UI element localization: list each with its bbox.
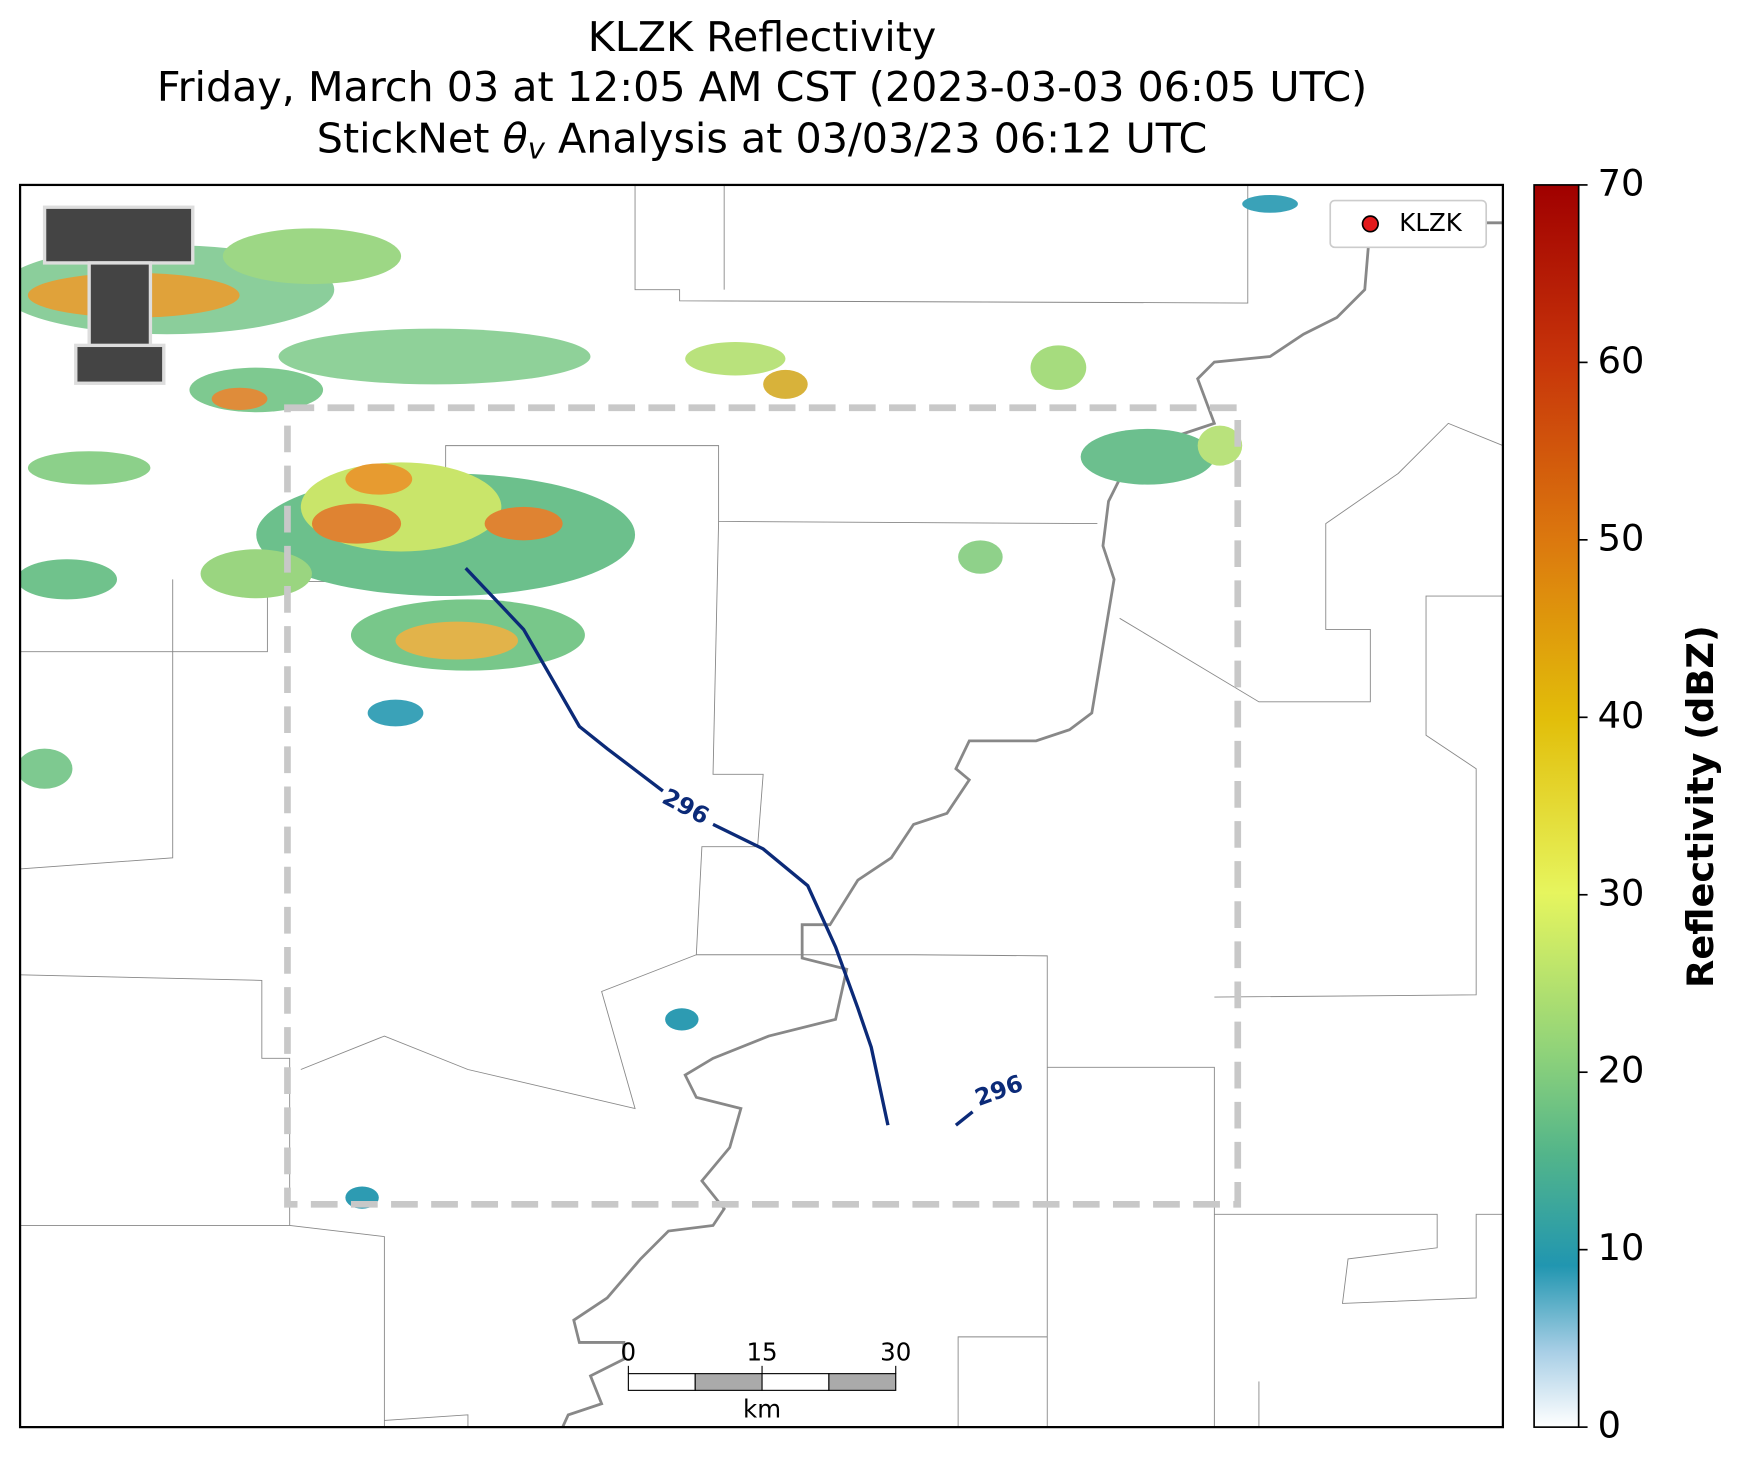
colorbar-label: Reflectivity (dBZ)	[1679, 625, 1722, 988]
scale-segment	[694, 1373, 763, 1391]
scale-unit: km	[743, 1394, 781, 1423]
analysis-title: StickNet θv Analysis at 03/03/23 06:12 U…	[317, 114, 1208, 165]
reflectivity	[20, 194, 1298, 1209]
colorbar-tick-label: 50	[1598, 516, 1645, 559]
scale-segment	[828, 1373, 897, 1391]
scale-segment	[761, 1373, 830, 1391]
title: KLZK Reflectivity	[588, 13, 937, 61]
scale-tick-label: 0	[621, 1338, 637, 1367]
colorbar-tick-label: 20	[1598, 1049, 1645, 1092]
legend-marker	[1361, 215, 1379, 233]
title-text: Analysis at 03/03/23 06:12 UTC	[545, 114, 1207, 162]
legend-box	[1329, 199, 1488, 249]
analysis-domain	[284, 404, 1242, 1208]
county-lines	[20, 184, 1503, 1428]
legend-label: KLZK	[1399, 208, 1462, 237]
scale-bar: 0 15 30 km	[621, 1338, 912, 1424]
title-subscript: v	[528, 131, 546, 165]
contour-line	[712, 822, 890, 1126]
legend: KLZK	[1329, 199, 1488, 249]
scale-tick-label: 30	[880, 1338, 911, 1367]
title-text: StickNet	[317, 114, 503, 162]
subtitle: Friday, March 03 at 12:05 AM CST (2023-0…	[157, 63, 1367, 111]
map-frame	[18, 183, 1505, 1429]
colorbar-tick-label: 30	[1598, 871, 1645, 914]
contour-line	[954, 1110, 974, 1127]
colorbar-tick-label: 0	[1598, 1404, 1621, 1447]
colorbar-tick-label: 40	[1598, 694, 1645, 737]
scale-tick-label: 15	[746, 1338, 777, 1367]
scale-segment	[627, 1373, 696, 1391]
title-symbol: θ	[503, 114, 528, 162]
colorbar	[1533, 184, 1580, 1428]
colorbar-tick-label: 60	[1598, 339, 1645, 382]
logo	[42, 205, 195, 385]
colorbar-tick-label: 10	[1598, 1226, 1645, 1269]
river	[561, 221, 1503, 1428]
contour-line	[464, 567, 664, 793]
colorbar-tick-label: 70	[1598, 161, 1645, 204]
colorbar-ticks: 0 10 20 30 40 50 60 70	[1578, 161, 1645, 1447]
